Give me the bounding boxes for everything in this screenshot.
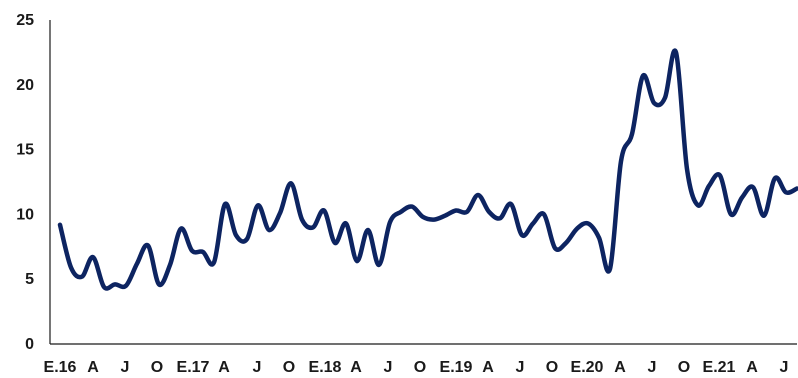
x-tick-label: A xyxy=(482,359,494,376)
x-axis: E.16 A J O E.17 A J O E.18 A J O E.19 A J O E.20 A J O E.21 A… xyxy=(44,343,797,376)
x-tick-label: A xyxy=(218,359,230,376)
y-tick-label: 5 xyxy=(25,271,34,288)
x-tick-label: O xyxy=(546,359,558,376)
x-tick-label: A xyxy=(350,359,362,376)
x-tick-label: O xyxy=(678,359,690,376)
x-tick-label: E.16 xyxy=(44,359,77,376)
x-tick-label: J xyxy=(384,359,393,376)
x-tick-label: E.17 xyxy=(177,359,210,376)
x-tick-label: J xyxy=(780,359,789,376)
x-tick-label: J xyxy=(648,359,657,376)
x-tick-label: O xyxy=(283,359,295,376)
y-tick-label: 20 xyxy=(16,77,34,94)
x-tick-label: O xyxy=(414,359,426,376)
x-tick-label: A xyxy=(87,359,99,376)
x-tick-label: J xyxy=(253,359,262,376)
x-tick-label: O xyxy=(151,359,163,376)
x-tick-label: A xyxy=(746,359,758,376)
x-tick-label: J xyxy=(516,359,525,376)
x-tick-label: A xyxy=(614,359,626,376)
x-tick-label: E.20 xyxy=(571,359,604,376)
series-line xyxy=(57,48,798,291)
y-axis: 0 5 10 15 20 25 xyxy=(16,12,51,353)
y-tick-label: 15 xyxy=(16,142,34,159)
x-tick-label: E.18 xyxy=(309,359,342,376)
x-tick-label: E.19 xyxy=(440,359,473,376)
x-tick-label: E.21 xyxy=(703,359,736,376)
y-tick-label: 10 xyxy=(16,206,34,223)
y-tick-label: 25 xyxy=(16,12,34,29)
x-tick-label: J xyxy=(121,359,130,376)
series-group xyxy=(57,48,798,291)
y-tick-label: 0 xyxy=(25,336,34,353)
